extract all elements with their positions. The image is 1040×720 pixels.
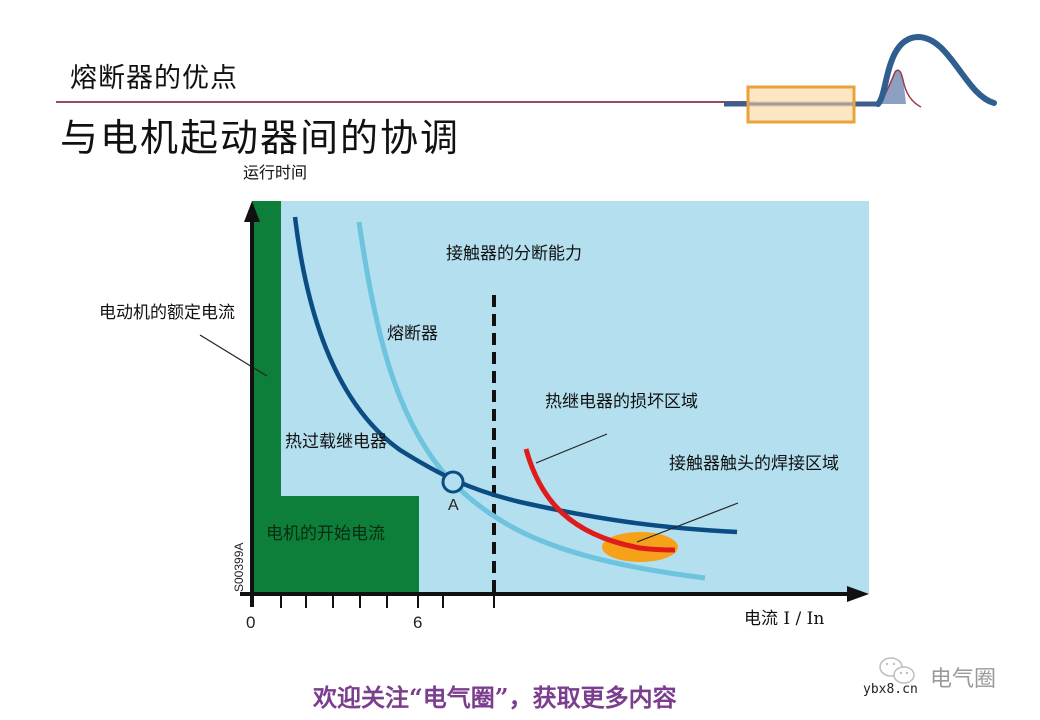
damage-curve (523, 448, 676, 553)
fuse-logo-icon (724, 33, 997, 124)
x-axis-label: 电流 I / In (744, 609, 825, 629)
figure-code: S00399A (232, 542, 246, 592)
x-axis-ticks (280, 594, 495, 608)
slide-title: 与电机起动器间的协调 (60, 116, 461, 160)
start-current-label: 电机的开始电流 (266, 524, 385, 544)
relay-damage-label: 热继电器的损坏区域 (545, 392, 698, 412)
footer-promo-text: 欢迎关注“电气圈”，获取更多内容 (313, 683, 677, 712)
watermark-name: 电气圈 (930, 667, 997, 692)
contact-weld-label: 接触器触头的焊接区域 (669, 454, 839, 474)
point-a-label: A (448, 497, 459, 514)
relay-curve (292, 216, 738, 535)
title-divider (56, 101, 756, 103)
start-current-zone (252, 496, 419, 594)
breaking-capacity-label: 接触器的分断能力 (446, 244, 582, 264)
x-tick-6: 6 (413, 613, 423, 632)
x-axis-arrow-icon (847, 586, 869, 602)
watermark-url: ybx8.cn (863, 682, 918, 697)
fuse-label: 熔断器 (387, 324, 438, 344)
x-tick-0: 0 (246, 613, 256, 632)
rated-current-leader (199, 334, 268, 377)
damage-leader (535, 433, 608, 464)
overload-relay-label: 热过载继电器 (285, 432, 387, 452)
y-axis-arrow-icon (244, 201, 260, 222)
point-a-marker (441, 470, 465, 494)
y-axis-label: 运行时间 (243, 163, 308, 182)
weld-zone (602, 532, 678, 562)
weld-leader (636, 502, 739, 543)
slide-subtitle: 熔断器的优点 (70, 63, 238, 94)
rated-current-label: 电动机的额定电流 (99, 303, 235, 323)
